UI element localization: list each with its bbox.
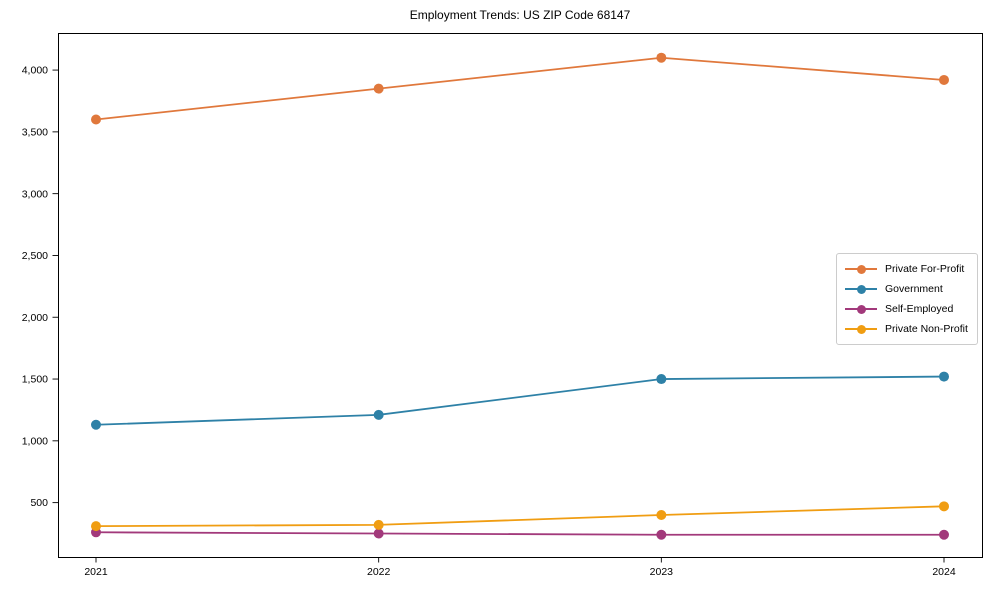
legend-item: Private For-Profit bbox=[845, 259, 969, 279]
series-private-for-profit bbox=[91, 52, 949, 125]
data-point bbox=[373, 519, 384, 530]
series-government bbox=[91, 371, 949, 430]
y-tick-label: 4,000 bbox=[22, 65, 48, 77]
y-tick-label: 3,000 bbox=[22, 188, 48, 200]
legend-label: Private Non-Profit bbox=[885, 323, 968, 335]
data-point bbox=[656, 529, 667, 540]
series-line bbox=[95, 505, 945, 528]
data-point bbox=[939, 74, 949, 85]
plot-frame bbox=[58, 33, 983, 558]
legend-marker-icon bbox=[845, 324, 877, 334]
x-tick-label: 2023 bbox=[650, 566, 674, 578]
series-self-employed bbox=[91, 527, 949, 540]
data-point bbox=[91, 114, 101, 125]
legend-label: Private For-Profit bbox=[885, 263, 965, 275]
x-tick-label: 2022 bbox=[367, 566, 391, 578]
legend: Private For-Profit Government Self-Employe… bbox=[836, 253, 978, 345]
y-tick-label: 3,500 bbox=[22, 126, 48, 138]
y-tick-label: 500 bbox=[30, 497, 48, 509]
x-tick-label: 2021 bbox=[84, 566, 108, 578]
data-point bbox=[373, 528, 384, 539]
legend-marker-icon bbox=[845, 284, 877, 294]
chart-title: Employment Trends: US ZIP Code 68147 bbox=[409, 8, 631, 22]
data-point bbox=[373, 83, 384, 94]
data-point bbox=[91, 521, 101, 532]
series-line bbox=[95, 56, 945, 121]
legend-item: Government bbox=[845, 279, 969, 299]
data-point bbox=[656, 374, 667, 385]
data-point bbox=[939, 371, 949, 382]
legend-item: Self-Employed bbox=[845, 299, 969, 319]
y-tick-label: 1,500 bbox=[22, 374, 48, 386]
data-point bbox=[939, 501, 949, 512]
data-point bbox=[373, 409, 384, 420]
y-tick-label: 1,000 bbox=[22, 435, 48, 447]
legend-label: Self-Employed bbox=[885, 303, 954, 315]
legend-marker-icon bbox=[845, 264, 877, 274]
legend-marker-icon bbox=[845, 304, 877, 314]
y-tick-label: 2,000 bbox=[22, 312, 48, 324]
series-line bbox=[95, 375, 945, 426]
data-point bbox=[656, 52, 667, 63]
series-line bbox=[95, 531, 944, 536]
y-tick-label: 2,500 bbox=[22, 250, 48, 262]
data-point bbox=[939, 529, 949, 540]
legend-label: Government bbox=[885, 283, 943, 295]
x-tick-label: 2024 bbox=[932, 566, 956, 578]
series-private-non-profit bbox=[91, 501, 949, 532]
data-point bbox=[656, 509, 667, 520]
legend-item: Private Non-Profit bbox=[845, 319, 969, 339]
data-point bbox=[91, 419, 101, 430]
